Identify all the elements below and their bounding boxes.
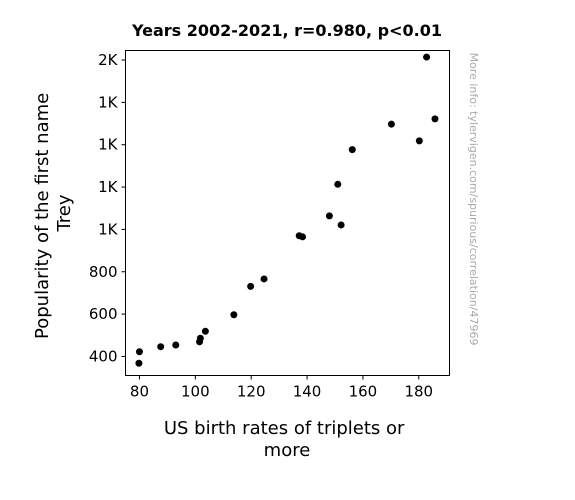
y-tick-label: 400: [89, 347, 118, 365]
data-point: [230, 311, 238, 319]
data-point: [260, 275, 268, 283]
source-watermark: More info: tylervigen.com/spurious/corre…: [467, 53, 480, 346]
x-tick-label: 180: [404, 383, 433, 401]
y-axis-label: Popularity of the first name Trey: [32, 87, 75, 339]
x-axis-label-line-1: US birth rates of triplets or: [164, 418, 405, 439]
x-tick-label: 160: [349, 383, 378, 401]
y-tick-label: 1K: [98, 93, 119, 111]
data-point: [135, 359, 143, 367]
data-point: [334, 180, 342, 188]
data-points: [135, 53, 439, 367]
x-axis-label-line-2: more: [264, 440, 311, 461]
x-tick-label: 80: [130, 383, 149, 401]
data-point: [135, 348, 143, 356]
y-tick-label: 2K: [98, 51, 119, 69]
y-axis-label-line-1: Popularity of the first name: [32, 93, 53, 339]
y-axis: 400 600 800 1K 1K 1K 1K 2K: [89, 51, 126, 365]
y-tick-label: 1K: [98, 178, 119, 196]
x-axis-label: US birth rates of triplets or more: [164, 418, 410, 461]
data-point: [172, 341, 180, 349]
y-tick-label: 1K: [98, 220, 119, 238]
x-tick-label: 120: [237, 383, 266, 401]
data-point: [247, 282, 255, 290]
x-axis: 80 100 120 140 160 180: [130, 375, 433, 401]
y-tick-label: 1K: [98, 136, 119, 154]
y-tick-label: 600: [89, 305, 118, 323]
data-point: [337, 221, 345, 229]
y-tick-label: 800: [89, 263, 118, 281]
data-point: [348, 146, 356, 154]
x-tick-label: 140: [293, 383, 322, 401]
y-axis-label-line-2: Trey: [54, 194, 75, 232]
data-point: [299, 233, 307, 241]
x-tick-label: 100: [181, 383, 210, 401]
data-point: [387, 120, 395, 128]
data-point: [423, 53, 431, 61]
data-point: [201, 327, 209, 335]
chart-title: Years 2002-2021, r=0.980, p<0.01: [131, 21, 442, 40]
data-point: [431, 115, 439, 123]
data-point: [157, 343, 165, 351]
data-point: [196, 334, 204, 342]
data-point: [325, 212, 333, 220]
plot-frame: [125, 50, 450, 376]
data-point: [415, 137, 423, 145]
